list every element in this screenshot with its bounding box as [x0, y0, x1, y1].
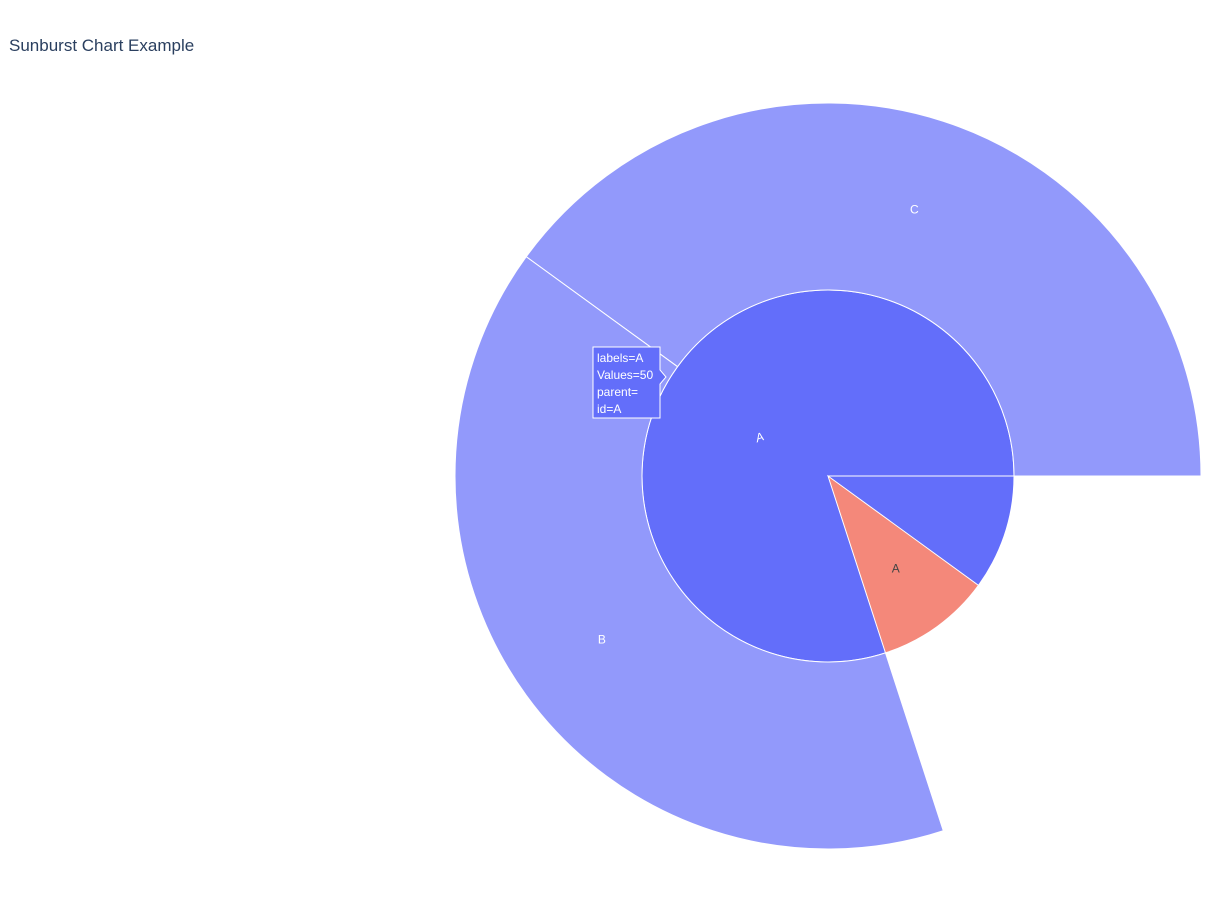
tooltip-line: parent=	[597, 385, 638, 399]
tooltip-line: id=A	[597, 402, 621, 416]
sunburst-segment-B[interactable]	[454, 256, 944, 850]
chart-title: Sunburst Chart Example	[9, 36, 195, 55]
hover-tooltip: labels=A Values=50 parent= id=A	[592, 346, 667, 419]
tooltip-line: labels=A	[597, 351, 643, 365]
tooltip-line: Values=50	[597, 368, 653, 382]
sunburst-segment-A_leaf[interactable]	[827, 474, 980, 654]
sunburst-segment-C[interactable]	[525, 102, 1202, 477]
tooltip-box	[592, 346, 667, 419]
